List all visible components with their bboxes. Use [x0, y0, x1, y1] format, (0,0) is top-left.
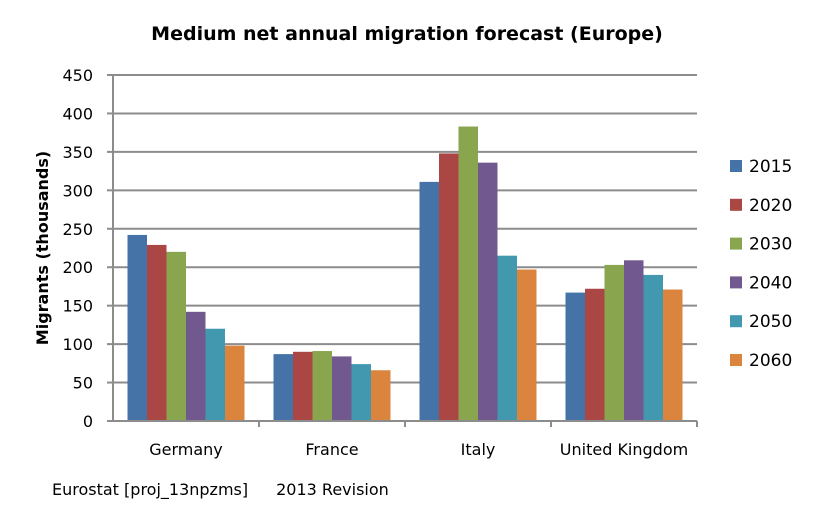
- bar-2030: [166, 251, 186, 421]
- y-tick-label: 250: [62, 220, 93, 239]
- legend-label-2020: 2020: [749, 196, 792, 216]
- bar-2030: [458, 126, 478, 421]
- bar-2060: [663, 289, 683, 421]
- legend-label-2040: 2040: [749, 273, 792, 293]
- bar-2040: [186, 311, 206, 421]
- y-axis-ticks: 0 50 100 150 200 250 300 350 400 450: [62, 66, 93, 431]
- legend-swatch-2060: [730, 354, 742, 366]
- bar-2020: [147, 244, 167, 421]
- bar-2050: [497, 255, 517, 421]
- y-tick-label: 200: [62, 258, 93, 277]
- bar-2030: [604, 264, 624, 421]
- bar-2020: [585, 288, 605, 421]
- bar-2040: [332, 356, 352, 421]
- legend-swatch-2020: [730, 198, 742, 211]
- y-tick-label: 50: [73, 374, 93, 393]
- legend-label-2050: 2050: [749, 312, 792, 332]
- legend-label-2015: 2015: [749, 157, 792, 177]
- y-tick-label: 350: [62, 143, 93, 162]
- bar-2040: [624, 260, 644, 421]
- y-tick-label: 0: [83, 412, 93, 431]
- y-tick-label: 400: [62, 104, 93, 123]
- bar-2060: [517, 269, 537, 421]
- bar-2050: [643, 274, 663, 421]
- legend-label-2060: 2060: [749, 351, 792, 371]
- bar-2060: [225, 345, 245, 421]
- bar-2060: [371, 370, 391, 421]
- bar-2020: [293, 351, 313, 421]
- chart-title: Medium net annual migration forecast (Eu…: [151, 23, 663, 45]
- bar-2050: [205, 328, 225, 421]
- bar-2020: [439, 153, 459, 421]
- legend-swatch-2015: [730, 160, 742, 172]
- bar-2015: [419, 181, 439, 421]
- footer: Eurostat [proj_13npzms] 2013 Revision: [52, 480, 417, 499]
- source-note: Eurostat [proj_13npzms]: [52, 480, 249, 499]
- y-tick-label: 300: [62, 181, 93, 200]
- legend-swatch-2040: [730, 276, 742, 289]
- bar-2015: [273, 354, 293, 421]
- x-tick-label: Italy: [461, 440, 496, 459]
- bar-2015: [127, 234, 147, 421]
- bars: [127, 126, 683, 422]
- x-axis-ticks: Germany France Italy United Kingdom: [149, 440, 688, 459]
- bar-2015: [565, 292, 585, 421]
- legend: 2015 2020 2030 2040 2050 2060: [730, 157, 792, 371]
- legend-swatch-2050: [730, 315, 742, 328]
- y-tick-label: 450: [62, 66, 93, 85]
- legend-swatch-2030: [730, 237, 742, 250]
- x-tick-label: United Kingdom: [560, 440, 688, 459]
- y-axis-label: Migrants (thousands): [33, 151, 52, 345]
- bar-2050: [351, 364, 371, 421]
- y-tick-label: 150: [62, 297, 93, 316]
- x-tick-label: France: [305, 440, 358, 459]
- y-tick-label: 100: [62, 335, 93, 354]
- legend-label-2030: 2030: [749, 235, 792, 255]
- x-tick-label: Germany: [149, 440, 223, 459]
- bar-2040: [478, 162, 498, 422]
- bar-2030: [312, 351, 332, 421]
- axes: [107, 75, 698, 427]
- revision-note: 2013 Revision: [276, 480, 389, 499]
